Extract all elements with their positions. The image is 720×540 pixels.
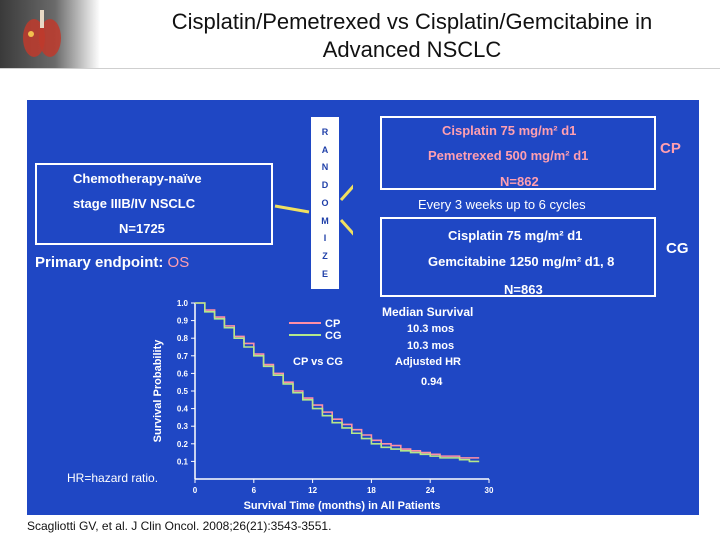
cg-arm-n: N=863 [504, 282, 543, 297]
randomize-letter: I [323, 233, 327, 244]
arrow-to-cp [339, 184, 353, 202]
cg-arm-box: Cisplatin 75 mg/m² d1 Gemcitabine 1250 m… [380, 217, 656, 297]
chart-axes: 0.1 0.2 0.3 0.4 0.5 0.6 0.7 0.8 0.9 1.0 0 6 12 18 24 30… [152, 299, 494, 512]
y-tick-label: 0.7 [177, 352, 189, 361]
arrow-to-cg [339, 218, 353, 236]
x-axis-label: Survival Time (months) in All Patients [244, 500, 441, 512]
x-tick-label: 12 [308, 486, 317, 495]
cp-arm-line-2: Pemetrexed 500 mg/m² d1 [428, 148, 589, 163]
series-line-cg [195, 302, 480, 463]
chart-series [195, 302, 480, 463]
hazard-ratio-footnote: HR=hazard ratio. [67, 471, 159, 485]
title-line-1: Cisplatin/Pemetrexed vs Cisplatin/Gemcit… [171, 9, 653, 34]
cycle-schedule: Every 3 weeks up to 6 cycles [418, 197, 586, 212]
cp-arm-box: Cisplatin 75 mg/m² d1 Pemetrexed 500 mg/… [380, 116, 656, 190]
study-design-slide: Chemotherapy-naïve stage IIIB/IV NSCLC N… [27, 100, 699, 515]
enrollment-n: N=1725 [119, 221, 165, 236]
x-tick-label: 6 [252, 486, 257, 495]
median-survival-cp: 10.3 mos [407, 323, 455, 335]
primary-endpoint-label: Primary endpoint: [35, 254, 164, 271]
y-tick-label: 0.2 [177, 440, 189, 449]
x-tick-label: 30 [485, 486, 494, 495]
header-logo [0, 0, 100, 68]
cg-arm-line-2: Gemcitabine 1250 mg/m² d1, 8 [428, 254, 615, 269]
x-tick-label: 18 [367, 486, 376, 495]
enrollment-line-2: stage IIIB/IV NSCLC [73, 196, 196, 211]
legend-label-cp: CP [325, 318, 340, 330]
y-tick-label: 0.1 [177, 457, 189, 466]
slide-header: Cisplatin/Pemetrexed vs Cisplatin/Gemcit… [0, 0, 720, 69]
y-axis-label: Survival Probability [152, 339, 164, 443]
enrollment-line-1: Chemotherapy-naïve [73, 171, 202, 186]
randomize-letter: E [321, 269, 328, 279]
y-tick-label: 0.3 [177, 422, 189, 431]
adjusted-hr-value: 0.94 [421, 376, 443, 388]
legend-title: CP vs CG [293, 356, 343, 368]
lungs-icon [23, 10, 61, 57]
enrollment-box: Chemotherapy-naïve stage IIIB/IV NSCLC N… [35, 163, 273, 245]
cg-arm-line-1: Cisplatin 75 mg/m² d1 [448, 228, 583, 243]
adjusted-hr-label: Adjusted HR [395, 356, 461, 368]
randomize-letter: A [321, 144, 329, 155]
arrow-to-randomize [274, 204, 310, 214]
title-line-2: Advanced NSCLC [322, 37, 502, 62]
survival-chart: 0.1 0.2 0.3 0.4 0.5 0.6 0.7 0.8 0.9 1.0 0 6 12 18 24 30… [152, 299, 494, 512]
randomize-letter: M [321, 215, 329, 226]
cg-arm-tag: CG [666, 240, 689, 257]
primary-endpoint: Primary endpoint: OS [35, 254, 189, 271]
median-survival-heading: Median Survival [382, 305, 474, 319]
randomize-letter: O [321, 197, 329, 208]
y-tick-label: 0.6 [177, 369, 189, 378]
cp-arm-tag: CP [660, 140, 681, 157]
y-tick-label: 0.8 [177, 334, 189, 343]
y-tick-label: 0.9 [177, 317, 189, 326]
x-tick-label: 24 [426, 486, 435, 495]
randomize-letter: R [321, 126, 329, 137]
y-tick-label: 0.5 [177, 387, 189, 396]
x-tick-label: 0 [193, 486, 198, 495]
randomize-letter: Z [322, 251, 328, 262]
randomize-arrows [274, 184, 353, 236]
randomize-letter: N [321, 162, 329, 173]
cp-arm-n: N=862 [500, 174, 539, 189]
legend-label-cg: CG [325, 330, 342, 342]
cp-arm-line-1: Cisplatin 75 mg/m² d1 [442, 123, 577, 138]
page-title: Cisplatin/Pemetrexed vs Cisplatin/Gemcit… [112, 8, 712, 64]
randomize-letter: D [321, 180, 329, 191]
y-tick-label: 1.0 [177, 299, 189, 308]
randomize-column: R A N D O M I Z E [311, 117, 339, 289]
primary-endpoint-value: OS [167, 254, 190, 271]
y-tick-label: 0.4 [177, 405, 189, 414]
median-survival-cg: 10.3 mos [407, 340, 455, 352]
citation-reference: Scagliotti GV, et al. J Clin Oncol. 2008… [27, 519, 332, 533]
